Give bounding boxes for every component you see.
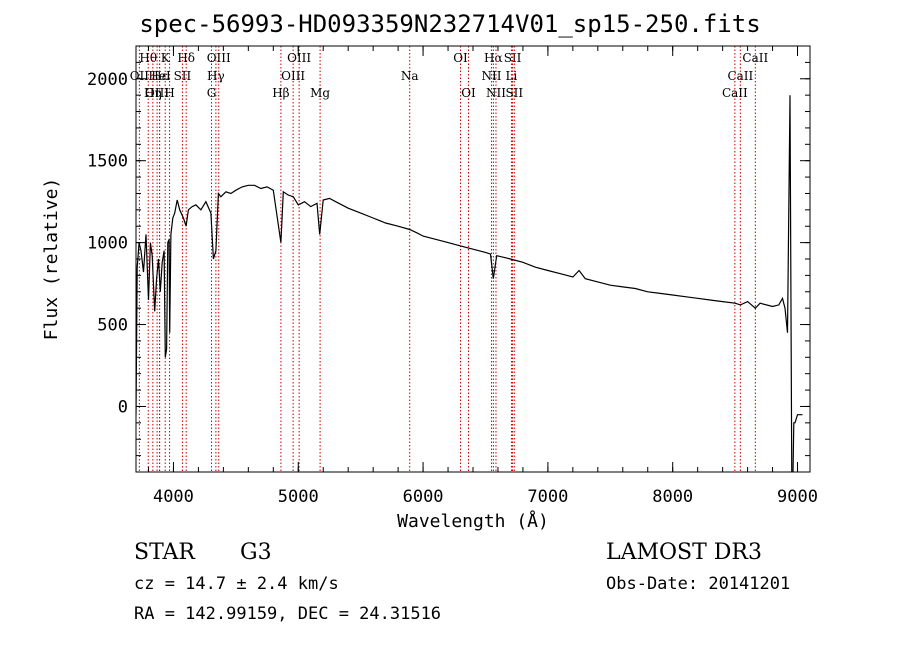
marker-label: SII: [174, 69, 192, 83]
marker-label: Na: [401, 69, 419, 83]
chart-title: spec-56993-HD093359N232714V01_sp15-250.f…: [139, 10, 761, 38]
marker-label: SII: [505, 86, 523, 100]
axes: [135, 45, 811, 473]
x-axis-label: Wavelength (Å): [397, 510, 549, 532]
marker-label: SII: [504, 51, 522, 65]
marker-label: OI: [453, 51, 468, 65]
marker-label: OI: [461, 86, 476, 100]
object-subclass: G3: [240, 540, 272, 565]
marker-label: Mg: [310, 86, 330, 100]
obs-date: Obs-Date: 20141201: [606, 574, 791, 594]
marker-label: Hθ: [139, 51, 157, 65]
marker-label: OIII: [287, 51, 311, 65]
marker-label: OIII: [145, 86, 169, 100]
marker-label: OIII: [281, 69, 305, 83]
marker-label: OII: [130, 69, 150, 83]
y-axis-label: Flux (relative): [41, 178, 62, 341]
x-tick-label: 4000: [153, 487, 194, 507]
marker-label: OIII: [207, 51, 231, 65]
x-tick-label: 7000: [527, 487, 568, 507]
plot-frame: [135, 45, 811, 473]
x-tick-label: 8000: [652, 487, 693, 507]
marker-label: Li: [506, 69, 518, 83]
x-tick-label: 6000: [403, 487, 444, 507]
x-tick-label: 5000: [278, 487, 319, 507]
axis-labels: 4000 5000 6000 7000 8000 9000 0 500 1000 1500 2000…: [41, 70, 818, 532]
marker-label: Hβ: [272, 86, 289, 100]
marker-label: CaII: [727, 69, 753, 83]
marker-label: K: [161, 51, 171, 65]
object-class: STAR: [134, 540, 195, 565]
marker-label: Hα: [484, 51, 503, 65]
marker-label: NII: [486, 86, 506, 100]
marker-label: H: [164, 86, 174, 100]
marker-label: G: [207, 86, 217, 100]
marker-label: HeI: [148, 69, 171, 83]
survey-label: LAMOST DR3: [606, 540, 762, 565]
flux-line: [136, 95, 803, 472]
marker-label: Hη: [144, 86, 162, 100]
marker-label: CaII: [742, 51, 768, 65]
x-tick-label: 9000: [777, 487, 818, 507]
flux-series: [136, 95, 803, 472]
marker-label: Hε: [151, 69, 168, 83]
marker-label: NII: [481, 69, 501, 83]
coordinates: RA = 142.99159, DEC = 24.31516: [134, 604, 442, 624]
y-tick-label: 500: [97, 316, 128, 336]
y-tick-label: 0: [118, 397, 128, 417]
marker-label: Hδ: [177, 51, 195, 65]
redshift-readout: cz = 14.7 ± 2.4 km/s: [134, 574, 339, 594]
y-tick-label: 1000: [87, 234, 128, 254]
y-tick-label: 1500: [87, 152, 128, 172]
marker-label: CaII: [722, 86, 748, 100]
y-tick-label: 2000: [87, 70, 128, 90]
marker-label: Hγ: [207, 69, 225, 83]
